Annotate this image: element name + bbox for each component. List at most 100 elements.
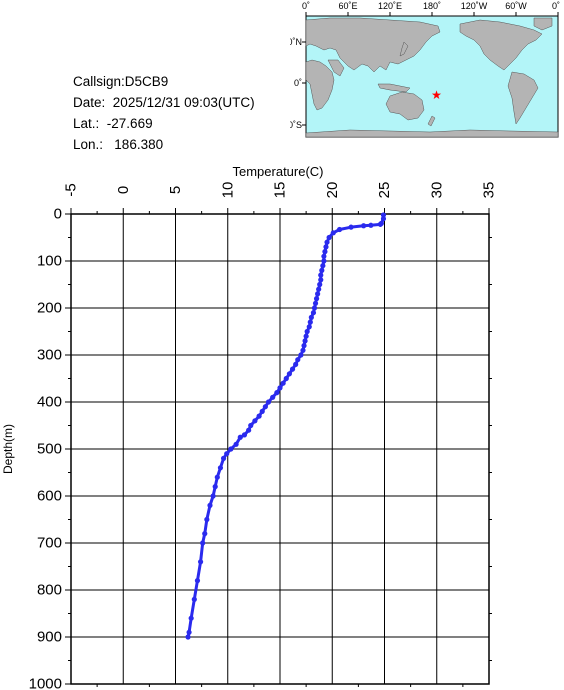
x-tick-label: 10 — [219, 182, 236, 199]
map-lon-label: 0˚ — [302, 1, 310, 11]
data-point — [246, 427, 252, 433]
lat-value: -27.669 — [106, 116, 153, 131]
data-point — [326, 234, 332, 241]
x-tick-label: 30 — [428, 182, 445, 199]
data-point — [302, 338, 308, 344]
data-point — [293, 361, 299, 367]
data-point — [308, 314, 314, 320]
data-point — [207, 502, 213, 508]
plot-frame — [70, 213, 490, 685]
data-point — [321, 253, 327, 259]
data-point — [194, 578, 201, 584]
date-value: 2025/12/31 09:03(UTC) — [112, 95, 255, 110]
date-line: Date: 2025/12/31 09:03(UTC) — [73, 92, 255, 113]
x-tick-labels: -5 0 5 10 15 20 25 30 35 — [63, 182, 498, 687]
lat-line: Lat.: -27.669 — [73, 113, 255, 134]
y-tick-label: 100 — [37, 253, 62, 270]
y-tick-label: 200 — [37, 300, 62, 317]
data-point — [204, 516, 210, 523]
y-tick-label: 0 — [54, 206, 62, 223]
data-point — [312, 300, 319, 306]
x-tick-label: 5 — [167, 186, 184, 194]
lon-value: 186.380 — [114, 137, 164, 152]
x-tick-label: 35 — [481, 182, 498, 199]
data-point — [318, 272, 324, 278]
temperature-profile-line — [186, 214, 385, 638]
station-marker: ★ — [431, 88, 442, 102]
y-tick-labels: 0 100 200 300 400 500 600 700 800 900 1000 — [29, 206, 492, 690]
series-group — [185, 212, 387, 640]
data-point — [323, 244, 329, 250]
data-point — [295, 357, 301, 363]
grid — [70, 213, 490, 685]
data-point — [220, 455, 227, 461]
map-left-labels: 60˚N 0˚ 60˚S — [290, 37, 302, 130]
data-point — [330, 230, 336, 236]
data-point — [321, 258, 327, 264]
arabia-land — [327, 59, 345, 77]
australia-land — [385, 91, 425, 121]
data-point — [265, 399, 272, 405]
data-point — [316, 286, 322, 292]
data-point — [185, 634, 191, 640]
data-point — [210, 493, 216, 499]
japan-land — [399, 41, 409, 57]
data-point — [380, 216, 387, 222]
data-point — [283, 375, 289, 382]
new-zealand-land — [427, 115, 436, 127]
data-point — [212, 484, 218, 490]
data-point — [237, 434, 243, 440]
data-point — [224, 451, 230, 457]
data-point — [252, 418, 258, 424]
y-tick-label: 700 — [37, 535, 62, 552]
north-america-land — [459, 19, 543, 71]
map-lon-label: 60˚W — [505, 1, 527, 11]
data-point — [303, 333, 309, 339]
y-tick-label: 600 — [37, 488, 62, 505]
data-point — [241, 432, 248, 438]
data-point — [248, 422, 254, 429]
location-map: 0˚ 60˚E 120˚E 180˚ 120˚W 60˚W 0˚ 60˚N 0˚… — [290, 1, 560, 138]
y-tick-label: 1000 — [29, 676, 62, 690]
y-tick-label: 500 — [37, 441, 62, 458]
data-point — [380, 212, 387, 218]
data-point — [186, 629, 192, 635]
x-tick-label: 25 — [376, 182, 393, 199]
x-tick-label: -5 — [63, 183, 80, 196]
data-point — [319, 267, 325, 273]
lat-label: Lat.: — [73, 116, 100, 131]
data-point — [301, 343, 307, 349]
map-lon-label: 60˚E — [338, 1, 357, 11]
data-point — [306, 324, 312, 330]
data-point — [310, 310, 317, 316]
data-point — [300, 347, 306, 353]
y-tick-label: 800 — [37, 582, 62, 599]
x-tick-label: 0 — [115, 186, 132, 194]
map-lon-label: 180˚ — [423, 1, 441, 11]
south-america-land — [507, 71, 539, 125]
y-tick-label: 300 — [37, 347, 62, 364]
map-lat-label: 60˚N — [290, 37, 302, 47]
x-tick-label: 20 — [324, 182, 341, 199]
data-point — [289, 366, 296, 372]
lon-line: Lon.: 186.380 — [73, 134, 255, 155]
data-point — [259, 408, 265, 414]
data-point — [197, 559, 204, 565]
data-point — [313, 296, 320, 302]
callsign-line: Callsign:D5CB9 — [73, 71, 255, 92]
date-label: Date: — [73, 95, 106, 110]
data-point — [280, 380, 286, 386]
data-point — [256, 413, 262, 419]
data-point — [214, 474, 220, 480]
station-info: Callsign:D5CB9 Date: 2025/12/31 09:03(UT… — [73, 71, 255, 155]
map-ticks — [302, 12, 559, 126]
data-point — [304, 328, 310, 335]
y-tick-label: 400 — [37, 394, 62, 411]
data-point — [270, 394, 276, 400]
map-lon-label: 0˚ — [552, 1, 560, 11]
data-point — [320, 263, 326, 269]
data-point — [317, 281, 323, 288]
y-tick-label: 900 — [37, 629, 62, 646]
data-point — [348, 224, 354, 230]
y-axis-title: Depth(m) — [1, 424, 15, 474]
